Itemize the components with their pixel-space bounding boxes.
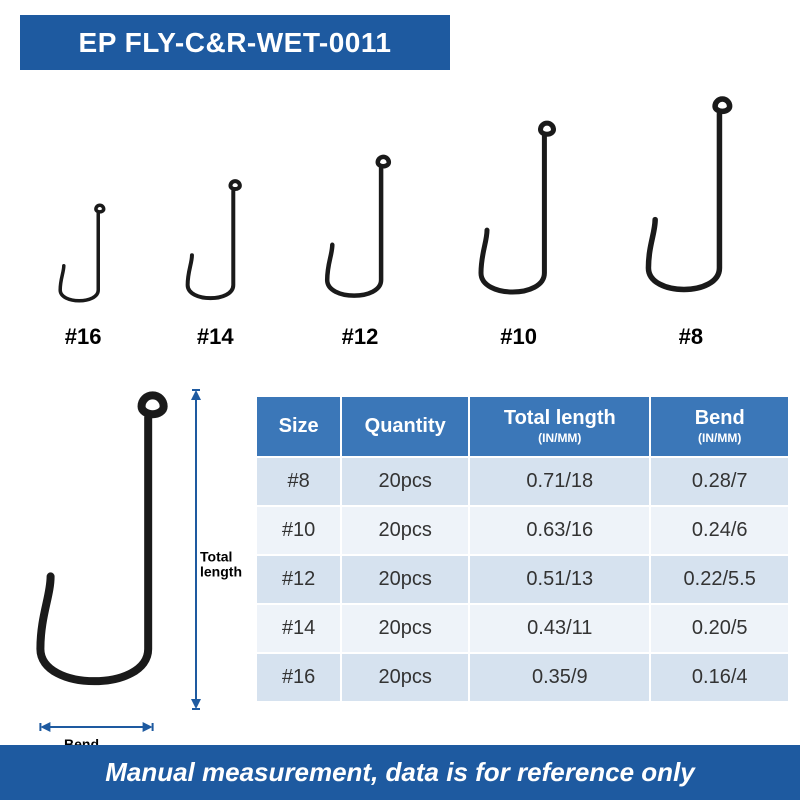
- cell-size: #14: [256, 604, 341, 653]
- hook-icon: [179, 92, 251, 312]
- hook-size-lineup: #16 #14 #12 #10 #8: [20, 100, 780, 350]
- cell-size: #16: [256, 653, 341, 702]
- table-row: #820pcs0.71/180.28/7: [256, 457, 789, 506]
- hook-size-label: #16: [65, 324, 102, 350]
- table-row: #1620pcs0.35/90.16/4: [256, 653, 789, 702]
- spec-table: Size Quantity Total length (IN/MM) Bend …: [255, 395, 790, 703]
- footer-bar: Manual measurement, data is for referenc…: [0, 745, 800, 800]
- cell-len: 0.71/18: [469, 457, 650, 506]
- cell-qty: 20pcs: [341, 555, 469, 604]
- cell-qty: 20pcs: [341, 653, 469, 702]
- cell-size: #8: [256, 457, 341, 506]
- col-len: Total length (IN/MM): [469, 396, 650, 457]
- table-row: #1020pcs0.63/160.24/6: [256, 506, 789, 555]
- hook-icon: [317, 92, 402, 312]
- hook-item: #16: [53, 92, 113, 350]
- dim-label-total-length: Totallength: [200, 550, 242, 581]
- cell-bend: 0.20/5: [650, 604, 789, 653]
- cell-qty: 20pcs: [341, 604, 469, 653]
- col-bend-text: Bend: [695, 407, 745, 429]
- table-header-row: Size Quantity Total length (IN/MM) Bend …: [256, 396, 789, 457]
- hook-item: #8: [635, 92, 747, 350]
- col-len-sub: (IN/MM): [476, 432, 643, 446]
- cell-qty: 20pcs: [341, 457, 469, 506]
- spec-table-body: #820pcs0.71/180.28/7#1020pcs0.63/160.24/…: [256, 457, 789, 702]
- col-qty: Quantity: [341, 396, 469, 457]
- cell-bend: 0.16/4: [650, 653, 789, 702]
- cell-bend: 0.22/5.5: [650, 555, 789, 604]
- table-row: #1220pcs0.51/130.22/5.5: [256, 555, 789, 604]
- cell-bend: 0.24/6: [650, 506, 789, 555]
- col-size: Size: [256, 396, 341, 457]
- title-bar: EP FLY-C&R-WET-0011: [20, 15, 450, 70]
- spec-table-container: Size Quantity Total length (IN/MM) Bend …: [255, 395, 790, 703]
- footer-note: Manual measurement, data is for referenc…: [105, 757, 695, 788]
- hook-dimension-diagram: Totallength Bend: [10, 380, 250, 750]
- cell-size: #10: [256, 506, 341, 555]
- cell-bend: 0.28/7: [650, 457, 789, 506]
- cell-size: #12: [256, 555, 341, 604]
- cell-len: 0.35/9: [469, 653, 650, 702]
- hook-size-label: #8: [679, 324, 703, 350]
- col-len-text: Total length: [504, 407, 616, 429]
- product-code: EP FLY-C&R-WET-0011: [79, 27, 392, 59]
- col-bend: Bend (IN/MM): [650, 396, 789, 457]
- cell-len: 0.63/16: [469, 506, 650, 555]
- hook-size-label: #10: [500, 324, 537, 350]
- hook-icon: [53, 92, 113, 312]
- hook-icon: [635, 92, 747, 312]
- table-row: #1420pcs0.43/110.20/5: [256, 604, 789, 653]
- cell-len: 0.51/13: [469, 555, 650, 604]
- hook-size-label: #14: [197, 324, 234, 350]
- hook-size-label: #12: [342, 324, 379, 350]
- col-bend-sub: (IN/MM): [657, 432, 782, 446]
- hook-icon: [469, 92, 569, 312]
- cell-qty: 20pcs: [341, 506, 469, 555]
- hook-item: #12: [317, 92, 402, 350]
- cell-len: 0.43/11: [469, 604, 650, 653]
- hook-item: #10: [469, 92, 569, 350]
- hook-item: #14: [179, 92, 251, 350]
